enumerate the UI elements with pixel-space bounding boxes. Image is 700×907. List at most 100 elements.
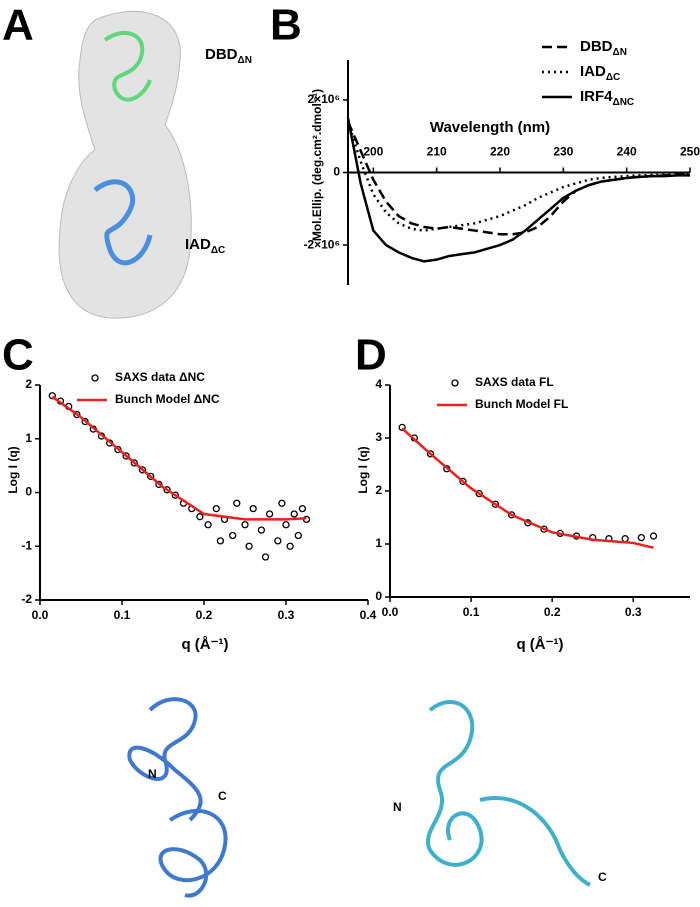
legend-name: SAXS data ΔNC xyxy=(115,370,205,384)
data-point xyxy=(163,486,171,494)
y-tick-label: 0 xyxy=(375,589,382,603)
series-line xyxy=(401,427,654,549)
legend-subscript: ΔC xyxy=(606,72,620,83)
legend-name: IAD xyxy=(580,63,606,80)
legend-subscript: ΔN xyxy=(613,47,627,58)
legend-marker xyxy=(451,379,459,387)
data-point xyxy=(286,542,294,550)
panel-letter: C xyxy=(2,331,34,380)
data-point xyxy=(233,499,241,507)
y-tick-label: 1 xyxy=(375,536,382,550)
domain-subscript: ΔC xyxy=(211,245,225,256)
x-tick-label: 0.0 xyxy=(382,605,399,619)
data-point xyxy=(73,410,81,419)
domain-subscript: ΔN xyxy=(238,55,252,66)
data-point xyxy=(155,480,163,489)
y-axis-label: Log I (q) xyxy=(356,446,370,493)
x-tick-label: 0.3 xyxy=(625,605,642,619)
terminus-label: C xyxy=(598,870,607,884)
y-tick-label: -2×10⁶ xyxy=(303,237,340,251)
data-point xyxy=(138,466,147,474)
legend-label: DBDΔN xyxy=(580,38,627,58)
x-axis-label: Wavelength (nm) xyxy=(430,119,550,136)
data-point xyxy=(282,521,290,529)
data-point xyxy=(122,452,130,460)
data-point xyxy=(290,510,298,518)
legend-label: Bunch Model ΔNC xyxy=(115,392,220,406)
data-point xyxy=(216,537,225,545)
domain-name: IAD xyxy=(185,236,211,253)
terminus-label: N xyxy=(148,767,157,781)
y-tick-label: 2 xyxy=(375,483,382,497)
y-axis-label: Mol.Ellip. (deg.cm².dmol⁻¹) xyxy=(310,89,324,241)
legend-name: Bunch Model ΔNC xyxy=(115,392,220,406)
y-tick-label: 2×10⁶ xyxy=(307,92,340,106)
data-point xyxy=(81,417,89,426)
y-tick-label: 3 xyxy=(375,430,382,444)
data-point xyxy=(229,531,237,540)
legend-label: SAXS data ΔNC xyxy=(115,370,205,384)
data-point xyxy=(257,526,266,534)
x-tick-label: 0.3 xyxy=(278,608,295,622)
x-tick-label: 0.1 xyxy=(463,605,480,619)
legend-name: Bunch Model FL xyxy=(475,397,568,411)
series-line xyxy=(346,121,690,232)
x-tick-label: 0.1 xyxy=(114,608,131,622)
x-tick-label: 0.2 xyxy=(196,608,213,622)
data-point xyxy=(491,500,500,508)
data-point xyxy=(475,489,483,498)
panel-a-art xyxy=(58,10,192,319)
data-point xyxy=(212,504,220,513)
data-point xyxy=(298,504,307,513)
x-tick-label: 210 xyxy=(427,145,447,159)
data-point xyxy=(649,532,658,540)
data-point xyxy=(278,499,286,507)
data-point xyxy=(147,472,155,481)
x-axis-label: q (Å⁻¹) xyxy=(516,636,563,653)
panel-letter: A xyxy=(2,1,34,50)
terminus-label: N xyxy=(393,800,402,814)
chart: 2×10⁶ 0 -2×10⁶ 200 210 220 230 240 250 Wavelength… xyxy=(303,38,700,285)
legend-subscript: ΔNC xyxy=(613,97,635,108)
legend-name: IRF4 xyxy=(580,88,613,105)
structure-c xyxy=(127,697,228,898)
data-point xyxy=(245,542,253,550)
data-point xyxy=(171,491,179,499)
x-tick-label: 0.4 xyxy=(360,608,377,622)
panel-letter: D xyxy=(355,331,387,380)
data-point xyxy=(621,535,629,543)
data-point xyxy=(261,553,270,561)
legend-label: IRF4ΔNC xyxy=(580,88,634,108)
terminus-label: C xyxy=(218,789,227,803)
legend-name: SAXS data FL xyxy=(475,375,554,389)
data-point xyxy=(114,445,122,454)
density-envelope xyxy=(58,10,192,319)
data-point xyxy=(130,459,138,467)
x-tick-label: 200 xyxy=(363,145,383,159)
legend-name: DBD xyxy=(580,38,613,55)
y-tick-label: 0 xyxy=(25,485,32,499)
data-point xyxy=(294,531,302,540)
data-point xyxy=(204,521,212,529)
structure-d xyxy=(426,699,591,887)
x-tick-label: 0.2 xyxy=(544,605,561,619)
iad-ribbon xyxy=(93,179,153,266)
y-tick-label: 1 xyxy=(25,431,32,445)
data-point xyxy=(241,521,249,529)
x-tick-label: 230 xyxy=(553,145,573,159)
legend-label: Bunch Model FL xyxy=(475,397,568,411)
data-point xyxy=(48,392,56,400)
data-point xyxy=(274,537,282,545)
panel-letter: B xyxy=(270,1,302,50)
data-point xyxy=(196,513,204,521)
y-tick-label: -2 xyxy=(21,592,32,606)
legend-label: IADΔC xyxy=(580,63,620,83)
data-point xyxy=(637,533,646,542)
data-point xyxy=(426,450,435,458)
x-tick-label: 0.0 xyxy=(32,608,49,622)
legend-marker xyxy=(91,374,99,382)
series-line xyxy=(51,395,307,521)
y-tick-label: 2 xyxy=(25,377,32,391)
x-tick-label: 240 xyxy=(617,145,637,159)
